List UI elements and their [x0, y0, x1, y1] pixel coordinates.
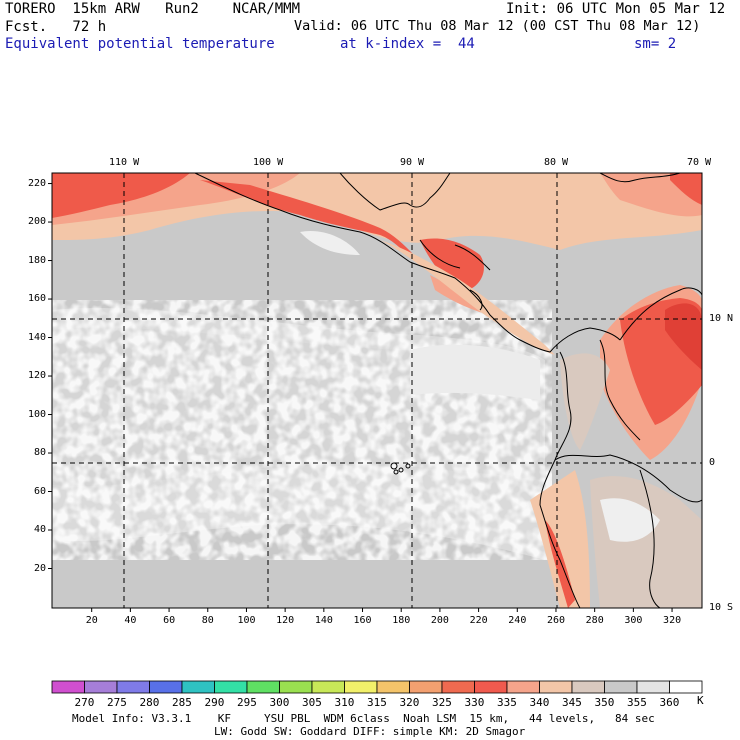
colorbar-swatch [409, 680, 443, 694]
colorbar-swatch [311, 680, 345, 694]
theta-e-map [48, 172, 703, 612]
map-frame [51, 172, 703, 609]
colorbar-swatch [474, 680, 508, 694]
colorbar-swatch [246, 680, 280, 694]
colorbar-label: 355 [627, 696, 647, 709]
colorbar-swatch [506, 680, 540, 694]
y-tick-label: 180 [28, 254, 47, 266]
x-tick-label: 40 [124, 615, 137, 626]
lon-label-70w: 70 W [687, 157, 712, 168]
field-name: Equivalent potential temperature [5, 36, 275, 52]
colorbar-swatch [636, 680, 670, 694]
y-tick-label: 20 [34, 562, 47, 574]
x-tick-label: 300 [624, 615, 643, 626]
coastlines [194, 173, 702, 608]
colorbar-label: 310 [334, 696, 355, 709]
colorbar-swatch [441, 680, 475, 694]
colorbar-swatch [279, 680, 313, 694]
colorbar-label: 275 [107, 696, 127, 709]
model-info: Model Info: V3.3.1 KF YSU PBL WDM 6class… [72, 712, 655, 725]
x-tick-label: 140 [314, 615, 333, 626]
x-tick-label: 100 [237, 615, 256, 626]
colorbar-label: 270 [74, 696, 95, 709]
colorbar-label: 295 [237, 696, 257, 709]
init-time: Init: 06 UTC Mon 05 Mar 12 [506, 1, 726, 17]
colorbar-label: 300 [269, 696, 290, 709]
lat-label-10s: 10 S [709, 602, 734, 613]
y-tick-label: 140 [28, 331, 47, 343]
x-tick-label: 20 [85, 615, 98, 626]
colorbar-label: 360 [659, 696, 680, 709]
colorbar-swatch [214, 680, 248, 694]
x-tick-label: 220 [469, 615, 488, 626]
valid-time: Valid: 06 UTC Thu 08 Mar 12 (00 CST Thu … [294, 18, 701, 34]
colorbar-unit: K [697, 694, 704, 707]
y-tick-label: 40 [34, 524, 47, 535]
smoothing-info: sm= 2 [634, 36, 677, 52]
x-tick-label: 160 [353, 615, 372, 626]
colorbar-label: 280 [139, 696, 160, 709]
y-tick-label: 100 [28, 408, 47, 420]
colorbar-swatch [116, 680, 150, 694]
colorbar-swatch [51, 680, 85, 694]
colorbar-label: 340 [529, 696, 550, 709]
y-tick-label: 200 [28, 216, 47, 228]
y-tick-label: 220 [28, 177, 47, 189]
colorbar-label: 320 [399, 696, 420, 709]
y-tick-label: 60 [34, 485, 47, 497]
colorbar-swatch [84, 680, 118, 694]
colorbar-swatch [604, 680, 638, 694]
physics-info: LW: Godd SW: Goddard DIFF: simple KM: 2D… [214, 725, 526, 738]
x-tick-label: 80 [201, 615, 214, 626]
lon-label-80w: 80 W [544, 157, 569, 168]
colorbar-swatch [181, 680, 215, 694]
lat-label-equator: 0 [709, 457, 716, 468]
x-tick-label: 320 [663, 615, 682, 626]
lat-lon-grid [52, 173, 702, 608]
colorbar-label: 290 [204, 696, 225, 709]
model-run-title: TORERO 15km ARW Run2 NCAR/MMM [5, 1, 301, 17]
forecast-hour: Fcst. 72 h [5, 19, 107, 35]
lat-label-10n: 10 N [709, 313, 734, 324]
colorbar-label: 285 [172, 696, 192, 709]
colorbar-label: 315 [367, 696, 387, 709]
x-tick-label: 180 [392, 615, 411, 626]
colorbar-swatch [149, 680, 183, 694]
colorbar-swatch [344, 680, 378, 694]
x-tick-label: 60 [163, 615, 176, 626]
y-tick-label: 120 [28, 370, 47, 382]
colorbar-swatch [539, 680, 573, 694]
x-tick-label: 260 [546, 615, 566, 626]
colorbar-label: 325 [432, 696, 452, 709]
colorbar-label: 345 [562, 696, 582, 709]
colorbar-swatch [376, 680, 410, 694]
x-tick-label: 240 [508, 615, 527, 626]
colorbar-swatch [571, 680, 605, 694]
y-tick-label: 160 [28, 293, 47, 305]
x-tick-label: 200 [430, 615, 449, 626]
colorbar-swatch [669, 680, 703, 694]
shaded-field [52, 173, 702, 608]
lon-label-90w: 90 W [400, 157, 425, 168]
lon-label-100w: 100 W [253, 157, 284, 168]
colorbar-label: 335 [497, 696, 517, 709]
lon-label-110w: 110 W [109, 157, 140, 168]
x-tick-label: 120 [276, 615, 295, 626]
colorbar-label: 350 [594, 696, 615, 709]
colorbar-label: 330 [464, 696, 485, 709]
colorbar-label: 305 [302, 696, 322, 709]
level-info: at k-index = 44 [340, 36, 475, 52]
x-tick-label: 280 [585, 615, 604, 626]
y-tick-label: 80 [34, 447, 47, 459]
